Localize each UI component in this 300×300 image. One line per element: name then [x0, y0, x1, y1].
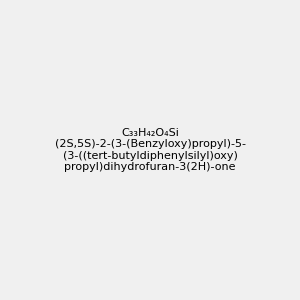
- Text: C₃₃H₄₂O₄Si
(2S,5S)-2-(3-(Benzyloxy)propyl)-5-
(3-((tert-butyldiphenylsilyl)oxy)
: C₃₃H₄₂O₄Si (2S,5S)-2-(3-(Benzyloxy)propy…: [55, 128, 245, 172]
